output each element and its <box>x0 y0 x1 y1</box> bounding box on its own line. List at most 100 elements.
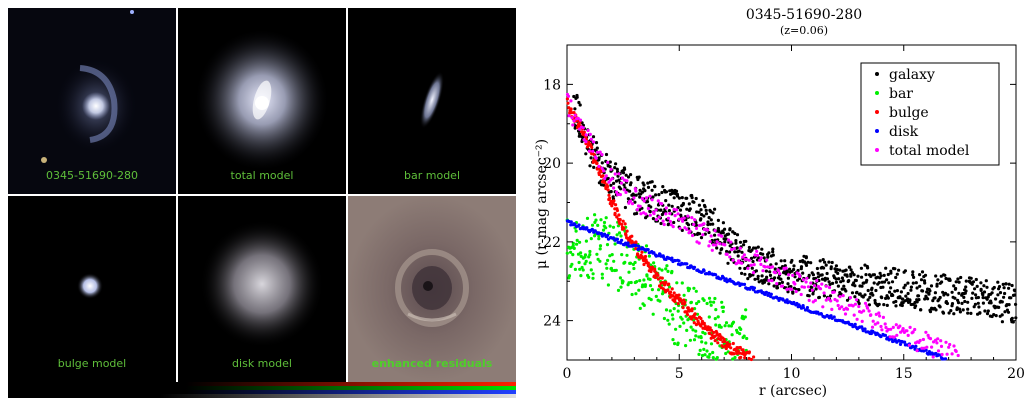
data-point-total-model <box>694 226 699 230</box>
data-point-galaxy <box>793 275 797 279</box>
data-point-total-model <box>901 327 905 331</box>
data-point-total-model <box>587 149 591 153</box>
data-point-disk <box>819 312 823 316</box>
data-point-galaxy <box>970 296 974 300</box>
data-point-bar <box>628 261 633 265</box>
data-point-bulge <box>664 280 668 284</box>
data-point-bar <box>676 341 680 345</box>
data-point-galaxy <box>833 267 837 271</box>
data-point-bar <box>600 276 604 280</box>
data-point-bar <box>591 276 595 280</box>
data-point-galaxy <box>966 311 970 315</box>
data-point-galaxy <box>657 193 661 197</box>
data-point-galaxy <box>651 195 655 199</box>
data-point-disk <box>615 237 619 241</box>
data-point-total-model <box>746 266 750 270</box>
data-point-galaxy <box>699 236 704 240</box>
data-point-galaxy <box>718 251 722 255</box>
data-point-bar <box>672 307 676 311</box>
data-point-total-model <box>597 164 601 168</box>
data-point-bar <box>673 342 677 346</box>
y-axis-label: μ (r-mag arcsec⁻²) <box>534 139 550 269</box>
data-point-galaxy <box>633 200 637 204</box>
data-point-galaxy <box>619 187 623 191</box>
data-point-galaxy <box>801 271 805 275</box>
data-point-bulge <box>653 275 657 280</box>
data-point-bar <box>708 300 712 304</box>
data-point-galaxy <box>677 196 681 200</box>
data-point-bar <box>744 308 748 312</box>
data-point-galaxy <box>720 247 724 251</box>
data-point-galaxy <box>949 309 953 313</box>
data-point-bar <box>682 293 686 297</box>
data-point-bar <box>674 327 678 331</box>
data-point-galaxy <box>612 181 616 185</box>
data-point-galaxy <box>573 107 577 111</box>
data-point-galaxy <box>969 311 973 315</box>
data-point-galaxy <box>724 237 728 241</box>
data-point-total-model <box>673 214 677 218</box>
data-point-galaxy <box>971 280 976 284</box>
data-point-galaxy <box>906 291 910 296</box>
data-point-total-model <box>759 256 763 260</box>
data-point-disk <box>634 243 638 247</box>
data-point-total-model <box>661 219 665 223</box>
data-point-bulge <box>732 352 736 356</box>
data-point-galaxy <box>713 207 717 211</box>
data-point-galaxy <box>699 208 703 212</box>
data-point-total-model <box>881 315 885 319</box>
data-point-total-model <box>918 338 922 343</box>
data-point-total-model <box>618 193 622 197</box>
data-point-total-model <box>675 208 679 212</box>
data-point-galaxy <box>957 291 961 295</box>
data-point-bulge <box>612 199 616 203</box>
data-point-galaxy <box>893 267 897 271</box>
data-point-bar <box>657 288 661 292</box>
data-point-bulge <box>634 247 638 251</box>
data-point-bulge <box>724 346 728 351</box>
x-tick-label: 15 <box>895 366 913 382</box>
data-point-total-model <box>921 337 925 342</box>
data-point-total-model <box>600 166 604 170</box>
data-point-total-model <box>632 196 636 200</box>
data-point-galaxy <box>842 284 846 288</box>
data-point-total-model <box>688 229 692 233</box>
data-point-bar <box>693 307 697 311</box>
data-point-total-model <box>755 253 760 257</box>
data-point-bulge <box>565 97 569 101</box>
data-point-galaxy <box>762 256 766 260</box>
data-point-bar <box>606 258 610 262</box>
data-point-bar <box>705 349 709 353</box>
data-point-bar <box>702 347 706 351</box>
data-point-galaxy <box>771 247 775 251</box>
data-point-total-model <box>837 307 842 311</box>
data-point-bar <box>703 353 707 357</box>
data-point-galaxy <box>764 269 768 273</box>
data-point-bulge <box>690 307 694 311</box>
data-point-galaxy <box>970 282 974 286</box>
data-point-disk <box>637 244 641 248</box>
data-point-disk <box>652 251 656 255</box>
data-point-galaxy <box>700 213 704 217</box>
data-point-bar <box>590 223 595 227</box>
data-point-galaxy <box>922 279 927 283</box>
data-point-galaxy <box>848 265 852 269</box>
data-point-galaxy <box>852 273 856 277</box>
data-point-galaxy <box>994 314 998 318</box>
data-point-total-model <box>869 313 873 317</box>
data-point-galaxy <box>928 289 932 293</box>
data-point-total-model <box>617 172 621 176</box>
data-point-galaxy <box>938 305 942 309</box>
data-point-galaxy <box>878 271 882 275</box>
data-point-galaxy <box>791 290 795 294</box>
data-point-galaxy <box>1007 286 1011 290</box>
data-point-disk <box>769 292 773 296</box>
data-point-galaxy <box>981 293 985 297</box>
data-point-galaxy <box>756 245 760 249</box>
data-point-bulge <box>738 351 742 355</box>
data-point-total-model <box>813 298 817 302</box>
data-point-total-model <box>588 132 592 136</box>
data-point-total-model <box>924 330 928 334</box>
data-point-total-model <box>936 337 940 341</box>
data-point-bar <box>742 334 746 338</box>
